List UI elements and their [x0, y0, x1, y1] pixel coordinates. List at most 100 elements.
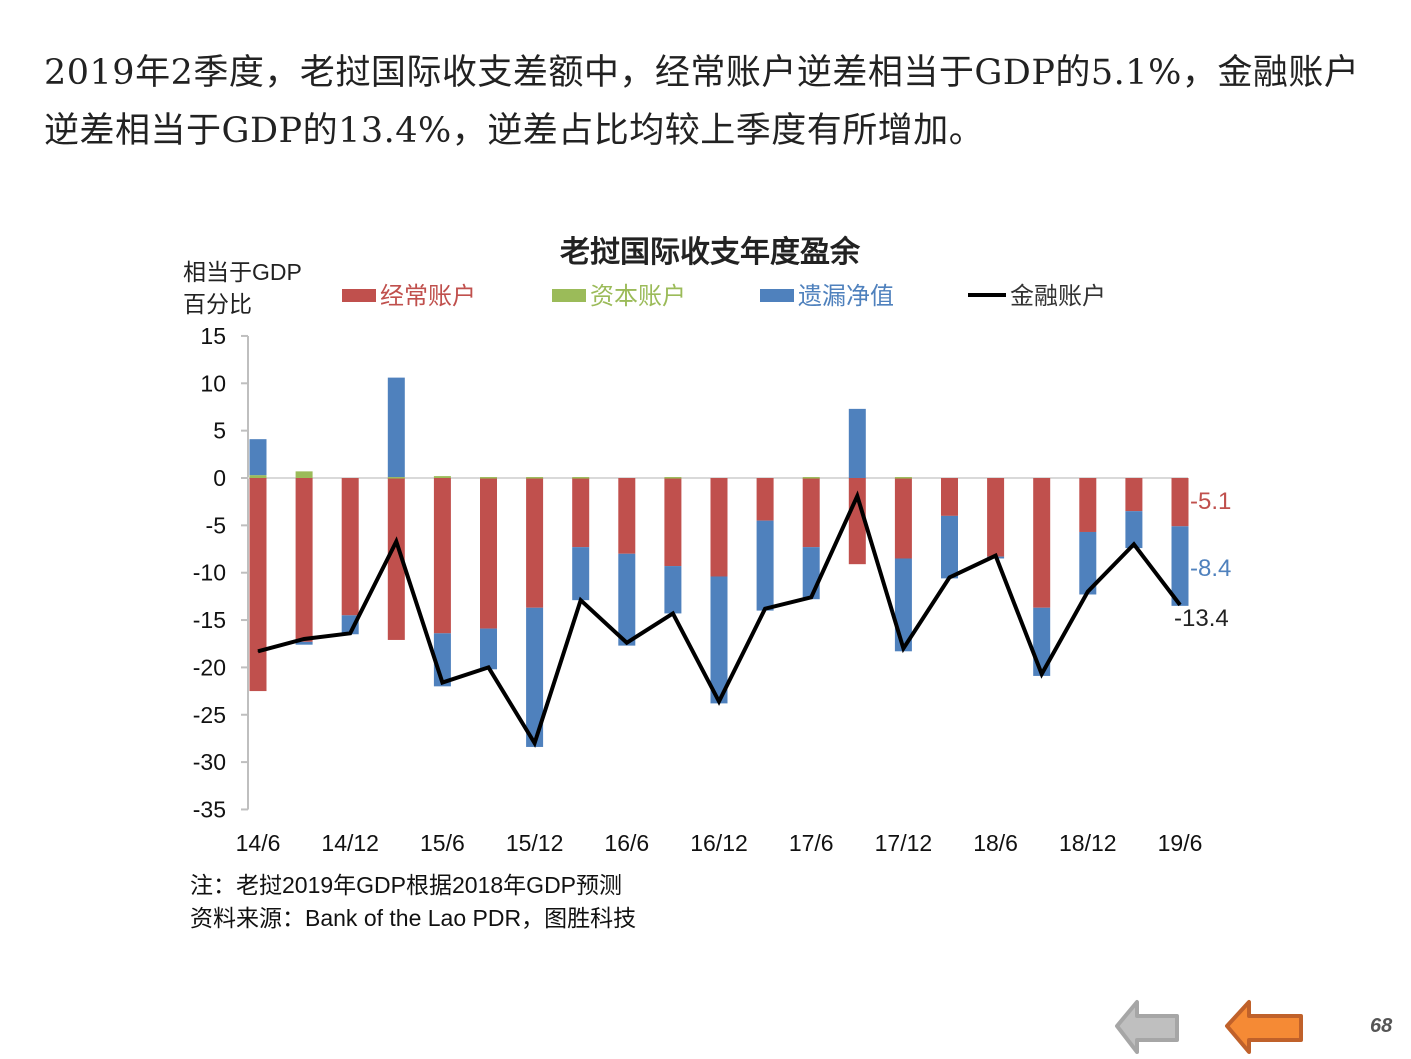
line-point — [441, 682, 443, 684]
bar-errors-omissions — [387, 377, 405, 478]
bar-errors-omissions — [341, 615, 359, 635]
y-tick-label: -15 — [193, 607, 226, 633]
x-tick-label: 19/6 — [1158, 830, 1203, 856]
bar-errors-omissions — [572, 547, 590, 601]
y-tick-label: 15 — [200, 323, 226, 349]
line-point — [902, 647, 904, 649]
x-tick-label: 15/12 — [506, 830, 564, 856]
y-tick-label: -10 — [193, 560, 226, 586]
arrow-left-gray-icon — [1115, 1000, 1179, 1054]
line-point — [672, 612, 674, 614]
bar-capital-account — [433, 476, 451, 478]
x-tick-label: 17/6 — [789, 830, 834, 856]
x-tick-label: 14/6 — [236, 830, 281, 856]
line-point — [349, 632, 351, 634]
legend-label: 资本账户 — [590, 283, 686, 310]
bar-current-account — [341, 478, 359, 616]
bar-errors-omissions — [618, 553, 636, 646]
bar-current-account — [572, 478, 590, 548]
line-point — [303, 638, 305, 640]
bar-errors-omissions — [848, 408, 866, 478]
bar-current-account — [802, 478, 820, 548]
y-tick-label: 5 — [213, 418, 226, 444]
x-tick-label: 14/12 — [321, 830, 379, 856]
bar-capital-account — [664, 477, 682, 479]
bar-current-account — [1033, 478, 1051, 608]
x-tick-label: 18/12 — [1059, 830, 1117, 856]
y-tick-label: -35 — [193, 796, 226, 822]
x-tick-label: 16/12 — [690, 830, 748, 856]
y-tick-label: -5 — [206, 512, 226, 538]
x-tick-label: 17/12 — [875, 830, 933, 856]
arrow-left-orange-icon — [1225, 1000, 1303, 1054]
value-annotation: -5.1 — [1190, 488, 1231, 515]
bar-capital-account — [572, 477, 590, 479]
bar-errors-omissions — [1171, 526, 1189, 606]
value-annotation: -13.4 — [1174, 605, 1229, 632]
bar-current-account — [480, 478, 497, 629]
bar-errors-omissions — [710, 576, 728, 704]
line-point — [764, 608, 766, 610]
bar-current-account — [894, 478, 912, 559]
line-point — [395, 540, 397, 542]
y-tick-label: -25 — [193, 702, 226, 728]
bar-current-account — [664, 478, 682, 567]
bar-current-account — [987, 478, 1005, 557]
line-point — [488, 666, 489, 668]
line-point — [1133, 543, 1135, 545]
next-page-button[interactable] — [1223, 996, 1303, 1054]
value-annotation: -8.4 — [1190, 555, 1231, 582]
bar-capital-account — [387, 477, 405, 479]
bar-errors-omissions — [1079, 531, 1097, 595]
bar-current-account — [848, 478, 866, 565]
bar-capital-account — [249, 475, 267, 478]
bar-capital-account — [480, 477, 497, 479]
bar-current-account — [295, 478, 313, 642]
bar-current-account — [756, 478, 774, 521]
bars — [249, 377, 1189, 747]
line-point — [995, 555, 997, 557]
y-tick-label: -20 — [193, 654, 226, 680]
line-point — [1087, 591, 1089, 593]
y-tick-label: 0 — [213, 465, 226, 491]
legend-label: 金融账户 — [1010, 283, 1106, 310]
headline: 2019年2季度，老挝国际收支差额中，经常账户逆差相当于GDP的5.1%，金融账… — [44, 53, 1360, 151]
legend-label: 遗漏净值 — [798, 283, 894, 310]
bar-current-account — [1171, 478, 1189, 527]
bar-current-account — [526, 478, 544, 608]
legend: 经常账户 资本账户 遗漏净值 金融账户 — [342, 283, 1106, 310]
x-tick-label: 18/6 — [973, 830, 1018, 856]
line-point — [1179, 604, 1181, 606]
line-point — [810, 596, 812, 598]
bar-current-account — [618, 478, 636, 554]
bar-errors-omissions — [756, 520, 774, 611]
bar-current-account — [941, 478, 958, 516]
line-point — [626, 642, 628, 644]
bar-current-account — [387, 478, 405, 640]
bar-current-account — [1079, 478, 1097, 532]
series-lines — [257, 490, 1182, 748]
source-line: 资料来源：Bank of the Lao PDR，图胜科技 — [190, 905, 637, 931]
previous-page-button[interactable] — [1113, 996, 1183, 1054]
legend-swatch — [552, 289, 586, 302]
bar-capital-account — [526, 477, 544, 479]
legend-swatch — [760, 289, 794, 302]
line-point — [718, 700, 720, 702]
line-point — [1041, 673, 1043, 675]
bar-capital-account — [295, 471, 313, 478]
bar-errors-omissions — [941, 515, 958, 579]
bar-errors-omissions — [480, 628, 497, 670]
x-tick-label: 15/6 — [420, 830, 465, 856]
bar-capital-account — [894, 477, 912, 479]
bar-errors-omissions — [249, 439, 267, 476]
y-tick-label: 10 — [200, 370, 226, 396]
line-point — [534, 742, 536, 744]
bar-errors-omissions — [1125, 511, 1143, 549]
bar-current-account — [249, 478, 267, 692]
y-axis-label-line2: 百分比 — [183, 291, 252, 317]
x-tick-label: 16/6 — [604, 830, 649, 856]
y-tick-label: -30 — [193, 749, 226, 775]
bar-capital-account — [802, 477, 820, 479]
note-line: 注：老挝2019年GDP根据2018年GDP预测 — [190, 872, 623, 898]
